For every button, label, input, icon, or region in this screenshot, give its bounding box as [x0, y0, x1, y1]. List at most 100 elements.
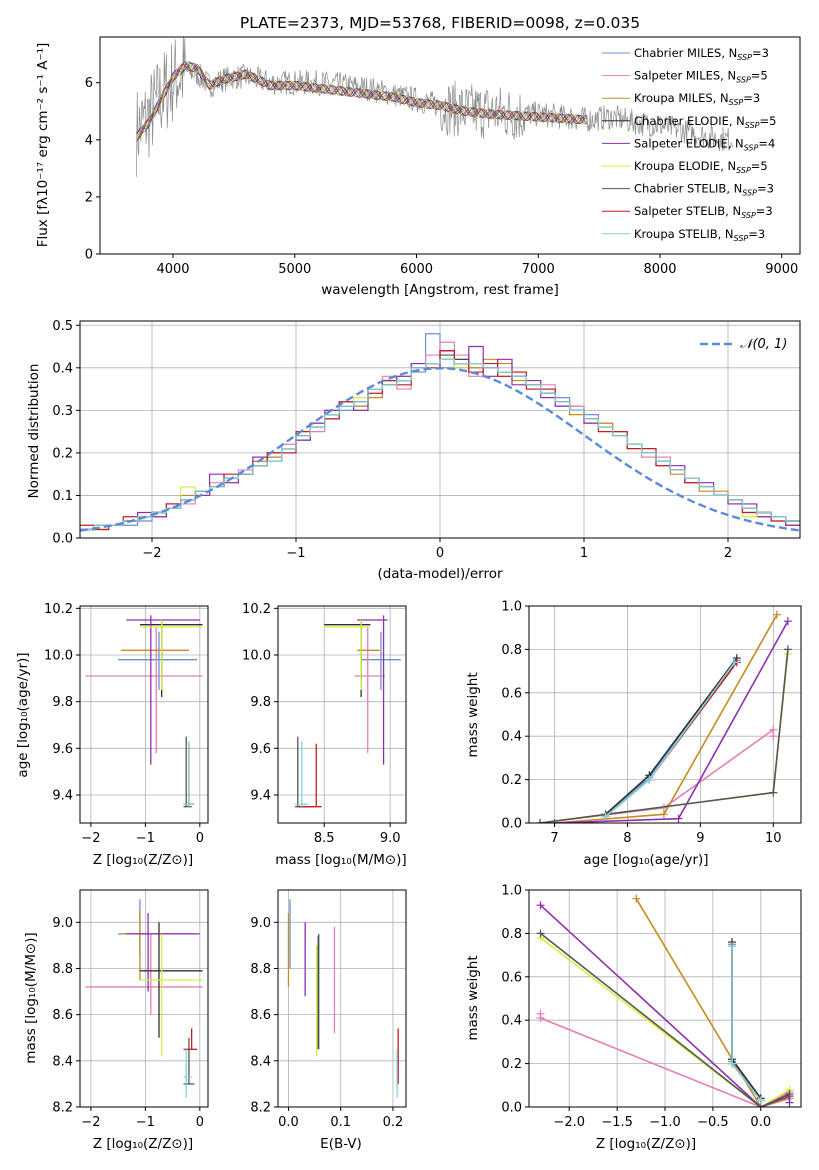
age-vs-mass-ytick-label-0: 9.4	[250, 789, 271, 804]
age-vs-z-y-axis-label: age [log₁₀(age/yr)]	[15, 652, 31, 777]
weight-vs-age-marker-chabrier-stelib-1	[769, 788, 778, 797]
mass-vs-z-x-axis-label: Z [log₁₀(Z/Z⊙)]	[93, 1136, 193, 1152]
weight-vs-Z-marker-kroupa-miles-0	[632, 894, 641, 903]
legend-label-salpeter-elodie: Salpeter ELODIE, NSSP=4	[634, 136, 775, 152]
weight-vs-Z-xtick-label-4: 0.0	[750, 1115, 771, 1130]
age-vs-mass-ytick-label-3: 10.0	[242, 649, 271, 664]
mass-vs-EBV-xtick-label-2: 0.2	[383, 1115, 404, 1130]
weight-vs-Z-xtick-label-1: −1.5	[601, 1115, 633, 1130]
weight-vs-age-marker-kroupa-miles-2	[772, 610, 781, 619]
mass-vs-EBV-ytick-label-3: 8.8	[250, 962, 271, 977]
weight-vs-age-plot-area: 7 8 9 10 0.0 0.2 0.4 0.6 0.8 1.0	[501, 600, 802, 846]
weight-vs-Z-marker-kroupa-stelib-1	[728, 1059, 737, 1068]
age-vs-Z-xtick-label-1: −1	[136, 831, 155, 846]
weight-vs-Z-marker-chabrier-stelib-0	[536, 929, 545, 938]
legend-label-salpeter-stelib: Salpeter STELIB, NSSP=3	[634, 204, 773, 220]
weight-vs-age-y-axis-label: mass weight	[465, 672, 481, 757]
age-vs-Z-frame	[79, 605, 209, 824]
age-vs-mass-marks	[295, 615, 401, 808]
spectrum-panel: PLATE=2373, MJD=53768, FIBERID=0098, z=0…	[35, 14, 801, 298]
mass-vs-z-panel: −2 −1 0 8.2 8.4 8.6 8.8 9.0 Z [log₁₀(Z/Z⊙)] mas…	[23, 889, 209, 1152]
histogram-xtick-label-4: 2	[724, 546, 732, 561]
histogram-xtick-label-2: 0	[436, 546, 444, 561]
weight-vs-age-xtick-label-1: 8	[623, 831, 631, 846]
weight-vs-age-marker-kroupa-miles-1	[659, 810, 668, 819]
weight-vs-Z-marker-salpeter-elodie-0	[536, 901, 545, 910]
age-vs-mass-x-axis-label: mass [log₁₀(M/M⊙)]	[275, 852, 406, 868]
weight-vs-age-xtick-label-3: 10	[765, 831, 782, 846]
spectrum-xtick-label-0: 4000	[156, 262, 189, 277]
weight-vs-age-xtick-label-0: 7	[550, 831, 558, 846]
histogram-legend-label: 𝒩(0, 1)	[740, 337, 787, 352]
weight-vs-Z-marker-chabrier-stelib-2	[785, 1089, 794, 1098]
weight-vs-age-marker-kroupa-stelib-0	[601, 812, 610, 821]
mass-vs-ebv-plot-area: 0.0 0.1 0.2 8.2 8.4 8.6 8.8 9.0	[250, 889, 407, 1130]
model-spectrum-chabrier-stelib	[136, 61, 588, 140]
spectrum-plot-area: 4000 5000 6000 7000 8000 9000 0 2 4 6 Chabrier MIL…	[85, 36, 801, 277]
age-vs-mass-xtick-label-1: 9.0	[380, 831, 401, 846]
mass-vs-Z-xtick-label-0: −2	[81, 1115, 100, 1130]
mass-vs-ebv-panel: 0.0 0.1 0.2 8.2 8.4 8.6 8.8 9.0 E(B-V)	[250, 889, 407, 1152]
weight-vs-age-marker-chabrier-stelib-0	[535, 819, 544, 823]
age-vs-mass-ytick-label-1: 9.6	[250, 742, 271, 757]
spectrum-title: PLATE=2373, MJD=53768, FIBERID=0098, z=0…	[240, 14, 640, 32]
weight-vs-Z-marker-kroupa-stelib-2	[756, 1096, 765, 1105]
spectrum-y-axis-label: Flux [fλ10⁻¹⁷ erg cm⁻² s⁻¹ A⁻¹]	[35, 43, 51, 248]
age-vs-mass-frame	[277, 605, 407, 824]
spectrum-xtick-label-3: 7000	[522, 262, 555, 277]
mass-vs-EBV-frame	[277, 889, 407, 1108]
weight-vs-Z-xtick-label-3: −0.5	[697, 1115, 729, 1130]
legend-label-kroupa-elodie: Kroupa ELODIE, NSSP=5	[634, 159, 768, 175]
histogram-ytick-label-1: 0.1	[52, 489, 73, 504]
spectrum-ytick-label-1: 2	[85, 190, 93, 205]
weight-vs-z-x-axis-label: Z [log₁₀(Z/Z⊙)]	[596, 1136, 696, 1152]
weight-vs-Z-marker-salpeter-elodie-3	[785, 1098, 794, 1107]
age-vs-z-x-axis-label: Z [log₁₀(Z/Z⊙)]	[93, 852, 193, 868]
weight-vs-Z-marks	[536, 894, 794, 1107]
age-vs-Z-xtick-label-0: −2	[81, 831, 100, 846]
mass-vs-Z-xtick-label-1: −1	[136, 1115, 155, 1130]
weight-vs-age-ytick-label-2: 0.4	[501, 730, 522, 745]
weight-vs-age-marker-salpeter-elodie-2	[783, 617, 792, 626]
weight-vs-age-x-axis-label: age [log₁₀(age/yr)]	[583, 852, 708, 868]
histogram-ytick-label-3: 0.3	[52, 404, 73, 419]
spectrum-frame	[99, 36, 801, 255]
legend-label-chabrier-miles: Chabrier MILES, NSSP=3	[634, 46, 769, 62]
histogram-x-axis-label: (data-model)/error	[377, 566, 503, 582]
legend-label-salpeter-miles: Salpeter MILES, NSSP=5	[634, 69, 768, 85]
weight-vs-Z-line-kroupa-elodie	[540, 937, 790, 1107]
weight-vs-age-frame	[528, 605, 802, 824]
histogram-xtick-label-1: −1	[286, 546, 305, 561]
age-vs-Z-ytick-label-4: 10.2	[44, 602, 73, 617]
age-vs-mass-ytick-label-4: 10.2	[242, 602, 271, 617]
age-vs-Z-marks	[85, 615, 203, 808]
weight-vs-Z-ytick-label-1: 0.2	[501, 1057, 522, 1072]
weight-vs-age-marker-chabrier-stelib-2	[783, 645, 792, 654]
age-vs-Z-ytick-label-2: 9.8	[52, 695, 73, 710]
weight-vs-Z-marker-kroupa-stelib-0	[728, 942, 737, 951]
weight-vs-age-marks	[535, 610, 792, 823]
weight-vs-Z-ytick-label-2: 0.4	[501, 1014, 522, 1029]
weight-vs-Z-line-kroupa-miles	[635, 898, 790, 1107]
weight-vs-age-marker-salpeter-elodie-1	[674, 814, 683, 823]
age-vs-mass-ytick-label-2: 9.8	[250, 695, 271, 710]
legend-label-chabrier-stelib: Chabrier STELIB, NSSP=3	[634, 182, 774, 198]
mass-vs-EBV-marks	[287, 899, 399, 1098]
mass-vs-Z-ytick-label-0: 8.2	[52, 1101, 73, 1116]
gaussian-curve	[80, 367, 800, 532]
weight-vs-Z-xtick-label-2: −1.0	[649, 1115, 681, 1130]
age-vs-mass-panel: 8.5 9.0 9.4 9.6 9.8 10.0 10.2 mass [log₁₀(M/M⊙…	[242, 602, 407, 868]
histogram-marks	[80, 333, 800, 532]
mass-vs-ebv-x-axis-label: E(B-V)	[320, 1136, 362, 1152]
weight-vs-age-ytick-label-0: 0.0	[501, 817, 522, 832]
age-vs-Z-ytick-label-0: 9.4	[52, 789, 73, 804]
histogram-ytick-label-4: 0.4	[52, 361, 73, 376]
mass-vs-Z-ytick-label-2: 8.6	[52, 1008, 73, 1023]
weight-vs-age-ytick-label-3: 0.6	[501, 686, 522, 701]
histogram-y-axis-label: Normed distribution	[26, 364, 42, 499]
spectrum-xtick-label-4: 8000	[643, 262, 676, 277]
weight-vs-Z-ytick-label-0: 0.0	[501, 1101, 522, 1116]
spectrum-ytick-label-0: 0	[85, 248, 93, 263]
spectrum-xtick-label-2: 6000	[400, 262, 433, 277]
